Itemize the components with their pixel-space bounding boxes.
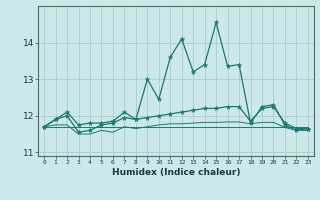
X-axis label: Humidex (Indice chaleur): Humidex (Indice chaleur) [112,168,240,177]
